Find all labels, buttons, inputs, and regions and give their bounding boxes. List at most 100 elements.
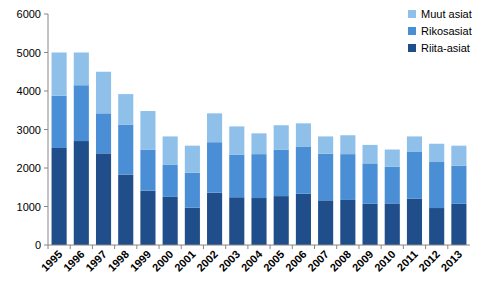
x-tick	[270, 245, 271, 249]
bar-segment	[274, 150, 289, 197]
x-tick-label: 2008	[327, 248, 353, 274]
x-tick	[136, 245, 137, 249]
bar-segment	[96, 153, 111, 245]
x-tick-label: 2000	[150, 248, 176, 274]
bar-segment	[229, 197, 244, 245]
bar-segment	[140, 150, 155, 191]
x-tick	[403, 245, 404, 249]
bar-segment	[140, 191, 155, 245]
bar-segment	[229, 126, 244, 154]
bar-segment	[340, 200, 355, 245]
x-tick-label: 1998	[105, 248, 131, 274]
bar-segment	[96, 72, 111, 114]
bar-segment	[385, 150, 400, 167]
bar-segment	[52, 53, 67, 96]
x-tick	[114, 245, 115, 249]
x-tick-label: 2005	[261, 248, 287, 274]
legend-swatch	[408, 44, 416, 52]
x-tick	[314, 245, 315, 249]
y-tick-label: 5000	[17, 47, 41, 59]
y-tick-label: 6000	[17, 8, 41, 20]
bar-segment	[118, 125, 133, 175]
x-tick-label: 1995	[39, 248, 65, 274]
x-tick	[358, 245, 359, 249]
x-tick-label: 2004	[239, 247, 265, 273]
bar-segment	[74, 53, 89, 86]
y-tick	[44, 206, 48, 207]
bar-segment	[385, 167, 400, 204]
x-tick-label: 2011	[395, 248, 420, 273]
bar-segment	[451, 204, 466, 245]
y-tick-label: 3000	[17, 124, 41, 136]
bar-segment	[163, 136, 178, 164]
bar-segment	[274, 125, 289, 149]
bar-segment	[363, 163, 378, 203]
bar-segment	[318, 200, 333, 245]
x-tick	[92, 245, 93, 249]
bar-segment	[274, 196, 289, 245]
bar-segment	[185, 146, 200, 173]
bar-segment	[251, 154, 266, 198]
legend: Muut asiat Rikosasiat Riita-asiat	[408, 8, 472, 54]
x-tick-label: 2002	[194, 248, 220, 274]
legend-swatch	[408, 27, 416, 35]
x-tick	[292, 245, 293, 249]
bar-segment	[363, 145, 378, 163]
x-tick	[225, 245, 226, 249]
x-tick	[336, 245, 337, 249]
y-tick	[44, 129, 48, 130]
x-tick-label: 2013	[439, 248, 465, 274]
y-tick	[44, 245, 48, 246]
x-tick-label: 1997	[83, 248, 109, 274]
x-tick-label: 2012	[416, 248, 442, 274]
bar-segment	[207, 142, 222, 192]
bar-segment	[96, 113, 111, 153]
bar-segment	[429, 161, 444, 208]
bar-segment	[74, 85, 89, 141]
y-tick	[44, 14, 48, 15]
bar-segment	[118, 94, 133, 125]
bar-segment	[251, 133, 266, 154]
x-tick-label: 1999	[128, 248, 154, 274]
y-tick-label: 1000	[17, 201, 41, 213]
legend-label: Riita-asiat	[421, 42, 470, 54]
legend-label: Rikosasiat	[421, 25, 472, 37]
bar-segment	[185, 208, 200, 245]
y-tick-label: 4000	[17, 85, 41, 97]
bar-segment	[74, 141, 89, 245]
bar-segment	[429, 144, 444, 162]
bars	[52, 53, 467, 246]
x-tick-label: 2007	[305, 248, 331, 274]
bar-segment	[296, 123, 311, 146]
bar-segment	[52, 96, 67, 148]
bar-segment	[340, 154, 355, 200]
bar-segment	[429, 208, 444, 245]
x-tick-label: 2003	[216, 248, 242, 274]
bar-segment	[407, 199, 422, 245]
x-tick	[203, 245, 204, 249]
bar-segment	[296, 194, 311, 245]
y-tick	[44, 91, 48, 92]
x-tick-label: 2009	[350, 248, 376, 274]
x-tick	[70, 245, 71, 249]
bar-segment	[140, 111, 155, 149]
bar-segment	[451, 166, 466, 204]
x-tick	[181, 245, 182, 249]
bar-segment	[251, 198, 266, 245]
x-tick	[447, 245, 448, 249]
bar-segment	[407, 151, 422, 198]
bar-segment	[229, 155, 244, 198]
legend-label: Muut asiat	[421, 8, 472, 20]
x-tick	[425, 245, 426, 249]
bar-segment	[163, 197, 178, 245]
y-axis	[48, 14, 49, 245]
bar-segment	[451, 146, 466, 166]
bar-segment	[118, 175, 133, 245]
bar-segment	[340, 135, 355, 154]
x-tick	[381, 245, 382, 249]
y-tick	[44, 52, 48, 53]
legend-swatch	[408, 10, 416, 18]
y-tick-label: 2000	[17, 162, 41, 174]
bar-segment	[296, 146, 311, 193]
x-tick-label: 1996	[61, 248, 87, 274]
